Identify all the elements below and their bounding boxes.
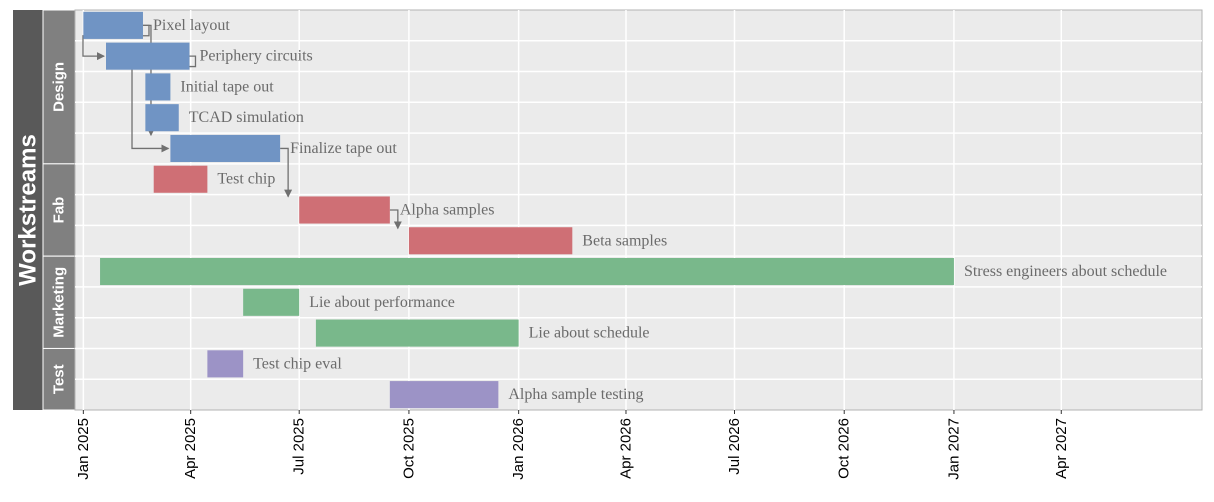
outer-strip-bg [13,10,43,410]
tick-label-apr-2026: Apr 2026 [617,418,634,479]
group-label-marketing: Marketing [51,267,68,338]
dependency-finalize-tape-out-to-alpha-samples [280,147,293,198]
task-label-finalize-tape-out: Finalize tape out [290,140,397,157]
task-label-pixel-layout: Pixel layout [153,17,230,34]
bar-tcad-simulation [145,104,179,132]
task-label-initial-tape-out: Initial tape out [180,78,274,95]
bar-lie-about-schedule [315,319,519,347]
task-label-beta-samples: Beta samples [582,232,667,249]
panel-background [74,9,1203,411]
task-label-alpha-sample-testing: Alpha sample testing [508,386,643,403]
bar-beta-samples [408,227,573,255]
task-label-alpha-samples: Alpha samples [400,202,495,219]
bar-finalize-tape-out [170,134,281,162]
bar-stress-engineers-about-schedule [100,258,954,286]
tick-label-jan-2027: Jan 2027 [945,418,962,480]
outer-strip-label: Workstreams [15,134,42,286]
tick-label-apr-2025: Apr 2025 [182,418,199,479]
tick-label-jan-2025: Jan 2025 [75,418,92,480]
task-bars [83,11,954,409]
tick-label-oct-2025: Oct 2025 [400,418,417,479]
bar-periphery-circuits [106,42,190,70]
tick-label-jul-2026: Jul 2026 [726,418,743,475]
bar-initial-tape-out [145,73,171,101]
group-label-fab: Fab [51,197,68,224]
group-strip-fab [42,163,76,257]
bar-test-chip [153,165,208,193]
group-label-test: Test [51,364,68,394]
x-axis-ticks: Jan 2025 Apr 2025 Jul 2025 Oct 2025 Jan 2026… [75,410,1070,480]
task-label-lie-about-schedule: Lie about schedule [529,325,650,342]
bar-pixel-layout [83,11,143,39]
bar-alpha-sample-testing [389,381,499,409]
tick-label-apr-2027: Apr 2027 [1053,418,1070,479]
task-label-periphery-circuits: Periphery circuits [199,48,312,65]
dependency-alpha-samples-to-beta-samples [389,209,402,230]
group-strips: Design Fab Marketing Test [42,9,76,411]
task-label-stress-engineers-about-schedule: Stress engineers about schedule [964,263,1167,280]
tick-label-oct-2026: Oct 2026 [836,418,853,479]
tick-label-jan-2026: Jan 2026 [510,418,527,480]
task-labels: Pixel layout Periphery circuits Initial ta… [153,17,1167,403]
bar-lie-about-performance [243,288,300,316]
group-strip-marketing [42,255,76,349]
outer-strip: Workstreams [13,10,43,410]
task-label-test-chip-eval: Test chip eval [253,355,342,372]
tick-label-jul-2025: Jul 2025 [291,418,308,475]
plot-panel [74,9,1203,411]
bar-alpha-samples [299,196,390,224]
group-strip-test [42,347,76,411]
bar-test-chip-eval [207,350,244,378]
task-label-lie-about-performance: Lie about performance [309,294,455,311]
task-label-test-chip: Test chip [217,171,275,188]
group-strip-design [42,9,76,165]
task-label-tcad-simulation: TCAD simulation [189,109,304,126]
group-label-design: Design [51,62,68,112]
